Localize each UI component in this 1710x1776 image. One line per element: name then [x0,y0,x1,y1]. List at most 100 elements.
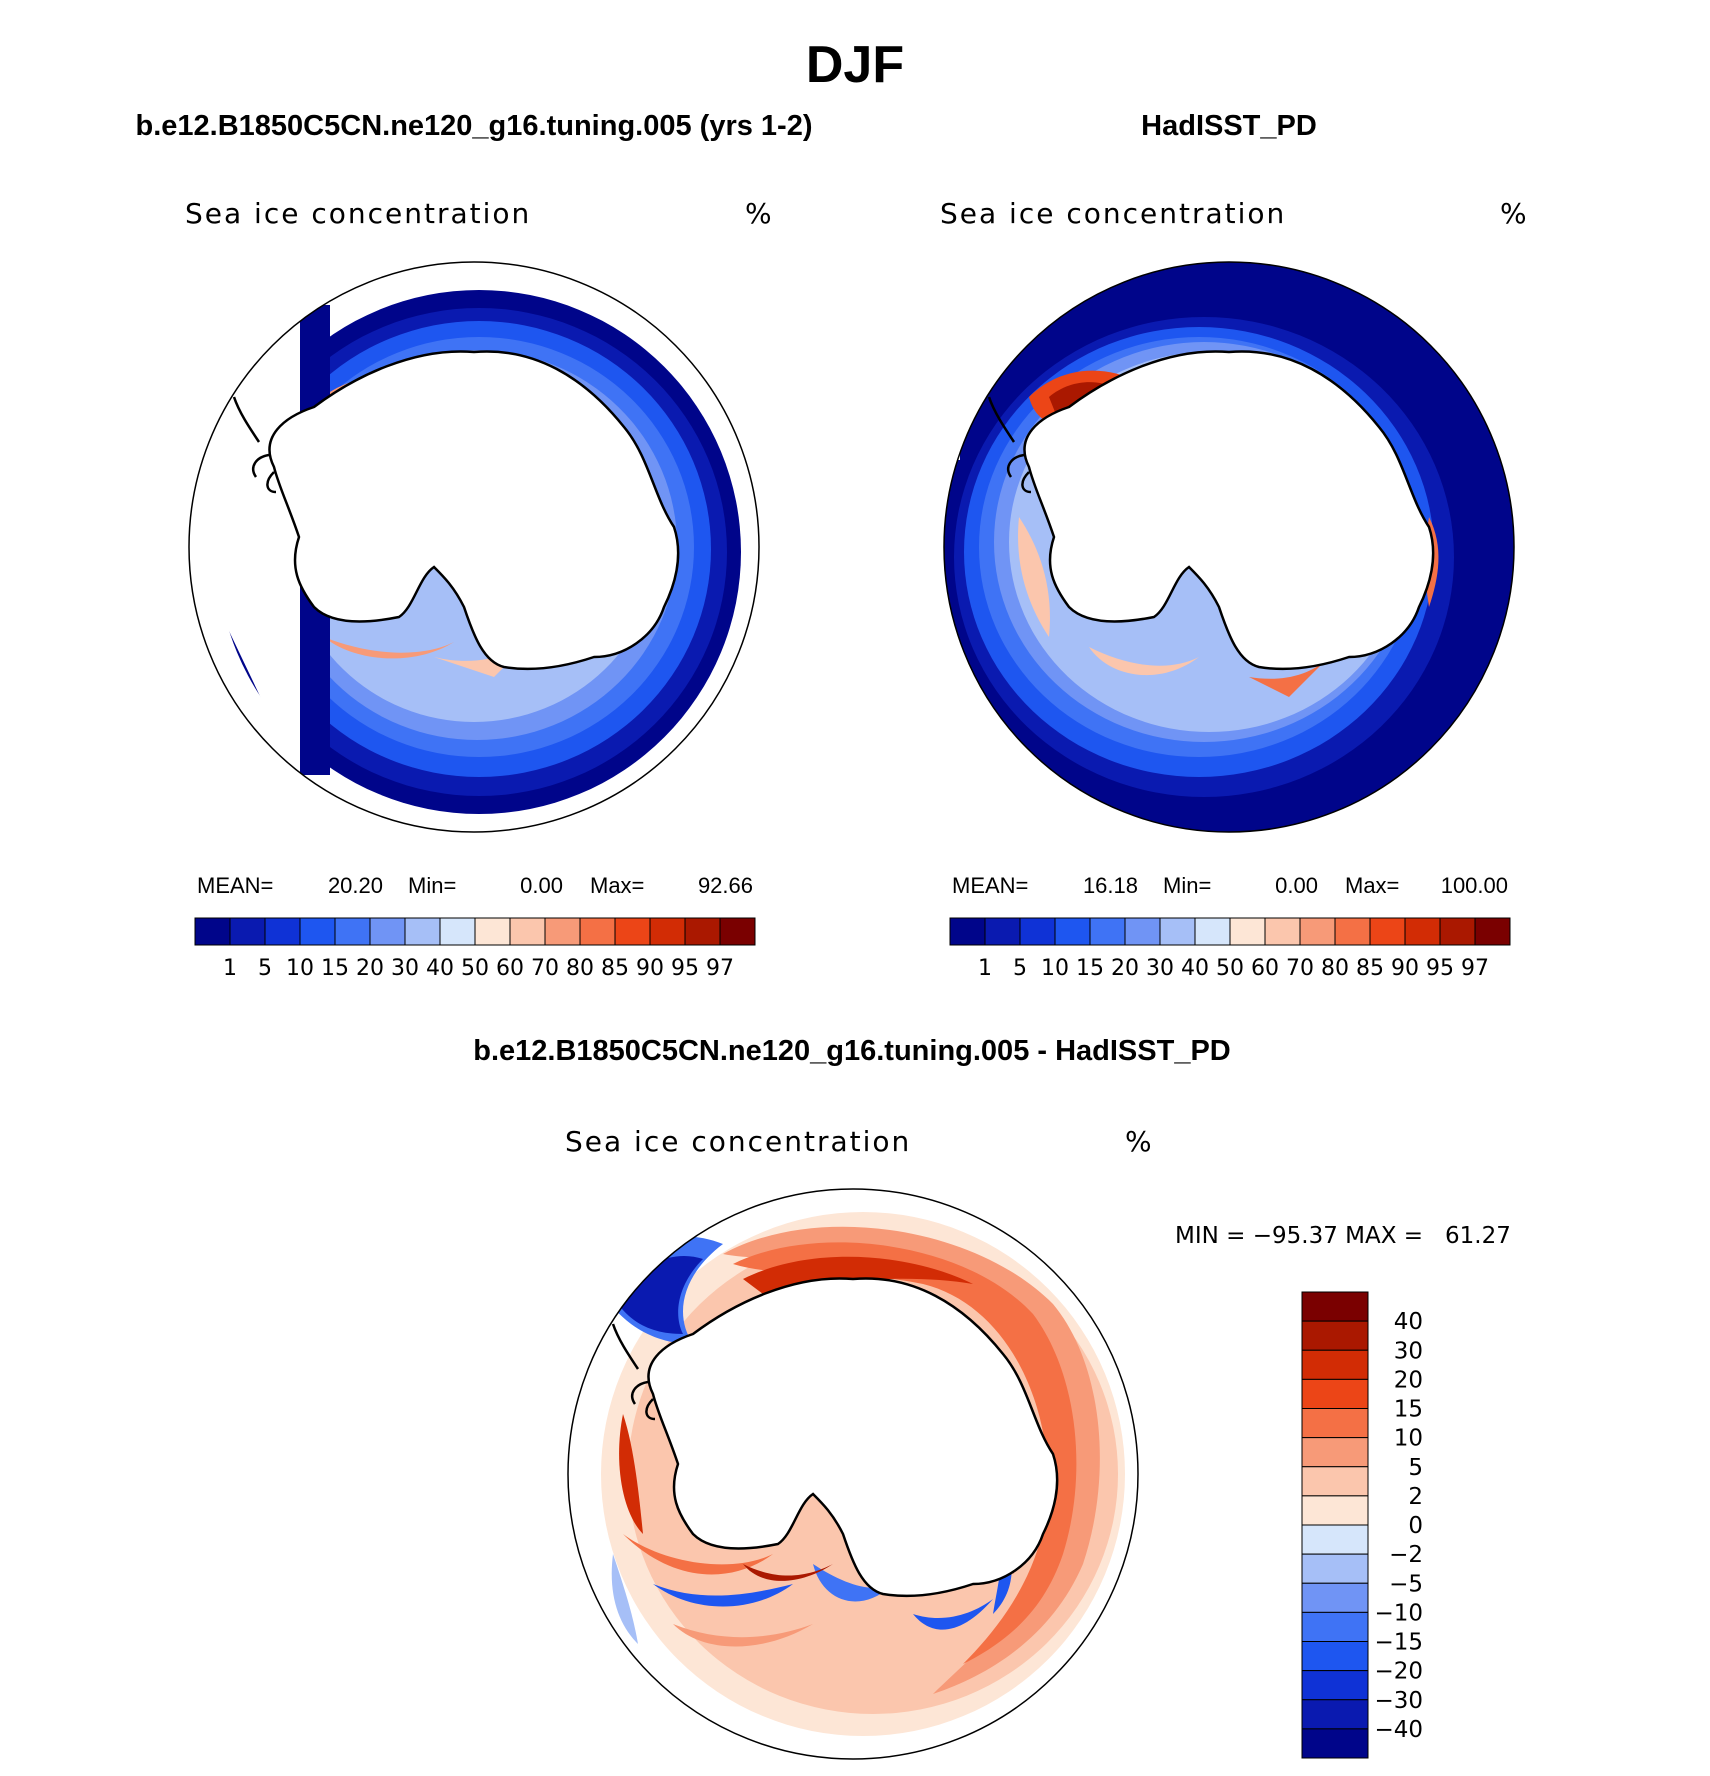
obs-colorbar-tick-label: 95 [1426,956,1454,981]
diff-colorbar-tick-label: −15 [1374,1630,1423,1656]
diff-colorbar-tick-label: 30 [1394,1338,1423,1364]
diff-colorbar-tick-label: 2 [1408,1484,1423,1510]
obs-case-title: HadISST_PD [1141,110,1317,142]
model-colorbar-swatch [334,917,371,946]
obs-colorbar-tick-label: 97 [1461,956,1489,981]
model-colorbar-tick-label: 90 [636,956,664,981]
diff-colorbar-swatch [1301,1495,1369,1526]
obs-max-label: Max= [1345,873,1399,898]
model-case-title: b.e12.B1850C5CN.ne120_g16.tuning.005 (yr… [136,110,813,142]
obs-colorbar-tick-label: 40 [1181,956,1209,981]
obs-min-label: Min= [1163,873,1211,898]
model-units-label: % [745,197,772,230]
model-colorbar-swatch [579,917,616,946]
obs-colorbar-tick-label: 15 [1076,956,1104,981]
obs-mean-label: MEAN= [952,873,1028,898]
model-colorbar-swatch [194,917,231,946]
model-colorbar: 1 5 10 15 20 30 40 50 60 70 80 85 90 95 97 [194,917,756,981]
model-max-label: Max= [590,873,644,898]
model-colorbar-tick-label: 60 [496,956,524,981]
model-colorbar-swatch [719,917,756,946]
obs-colorbar-swatch [1474,917,1511,946]
obs-colorbar: 1 5 10 15 20 30 40 50 60 70 80 85 90 95 97 [949,917,1511,981]
panel-obs: HadISST_PD Sea ice concentration % [940,110,1527,981]
model-colorbar-tick-label: 5 [258,956,272,981]
obs-colorbar-swatch [949,917,986,946]
diff-colorbar-swatch [1301,1466,1369,1497]
diff-colorbar-swatch [1301,1582,1369,1613]
model-stats: MEAN= 20.20 Min= 0.00 Max= 92.66 [197,873,753,898]
diff-colorbar-tick-label: 10 [1394,1426,1423,1452]
diff-colorbar-swatch [1301,1699,1369,1730]
diff-colorbar-tick-label: −5 [1389,1571,1423,1597]
obs-colorbar-tick-label: 85 [1356,956,1384,981]
obs-colorbar-swatch [1404,917,1441,946]
model-colorbar-tick-label: 40 [426,956,454,981]
diff-colorbar-tick-label: −10 [1374,1600,1423,1626]
diff-colorbar-tick-label: −20 [1374,1659,1423,1685]
diff-colorbar-tick-label: −30 [1374,1688,1423,1714]
obs-colorbar-tick-label: 20 [1111,956,1139,981]
model-mean-label: MEAN= [197,873,273,898]
model-colorbar-tick-label: 95 [671,956,699,981]
diff-colorbar-swatch [1301,1408,1369,1439]
obs-colorbar-swatch [1439,917,1476,946]
obs-units-label: % [1500,197,1527,230]
obs-colorbar-tick-label: 1 [978,956,992,981]
model-colorbar-swatch [299,917,336,946]
obs-colorbar-tick-label: 60 [1251,956,1279,981]
model-colorbar-swatch [614,917,651,946]
obs-colorbar-swatch [1369,917,1406,946]
model-colorbar-swatch [649,917,686,946]
diff-colorbar-swatch [1301,1641,1369,1672]
obs-min-value: 0.00 [1275,873,1318,898]
model-colorbar-tick-label: 50 [461,956,489,981]
diff-colorbar-swatch [1301,1437,1369,1468]
model-variable-label: Sea ice concentration [185,197,531,230]
obs-colorbar-swatch [1194,917,1231,946]
diff-colorbar-swatch [1301,1378,1369,1409]
model-colorbar-swatch [544,917,581,946]
obs-colorbar-tick-label: 10 [1041,956,1069,981]
obs-colorbar-tick-label: 80 [1321,956,1349,981]
diff-colorbar-tick-label: 5 [1408,1455,1423,1481]
model-colorbar-swatch [369,917,406,946]
model-colorbar-swatch [684,917,721,946]
diff-colorbar-swatch [1301,1553,1369,1584]
obs-colorbar-swatch [1124,917,1161,946]
diff-colorbar-tick-label: 0 [1408,1513,1423,1539]
model-colorbar-swatch [264,917,301,946]
model-min-value: 0.00 [520,873,563,898]
obs-max-value: 100.00 [1441,873,1508,898]
obs-colorbar-tick-label: 90 [1391,956,1419,981]
model-colorbar-tick-label: 30 [391,956,419,981]
obs-colorbar-swatch [984,917,1021,946]
season-title: DJF [806,36,904,94]
diff-units-label: % [1125,1125,1152,1158]
diff-colorbar-tick-label: 15 [1394,1397,1423,1423]
model-colorbar-swatch [439,917,476,946]
model-max-value: 92.66 [698,873,753,898]
obs-colorbar-swatch [1264,917,1301,946]
model-colorbar-tick-label: 70 [531,956,559,981]
obs-mean-value: 16.18 [1083,873,1138,898]
diff-variable-label: Sea ice concentration [565,1125,911,1158]
model-mean-value: 20.20 [328,873,383,898]
model-colorbar-tick-label: 80 [566,956,594,981]
diff-colorbar-swatch [1301,1320,1369,1351]
diff-colorbar-swatch [1301,1728,1369,1759]
diff-colorbar-swatch [1301,1670,1369,1701]
obs-colorbar-swatch [1019,917,1056,946]
obs-colorbar-swatch [1054,917,1091,946]
diff-colorbar-swatch [1301,1524,1369,1555]
model-colorbar-swatch [404,917,441,946]
diff-minmax-label: MIN = −95.37 MAX = 61.27 [1175,1223,1511,1249]
obs-colorbar-swatch [1089,917,1126,946]
model-colorbar-swatch [474,917,511,946]
obs-colorbar-swatch [1159,917,1196,946]
model-colorbar-tick-label: 1 [223,956,237,981]
obs-colorbar-swatch [1334,917,1371,946]
model-colorbar-tick-label: 15 [321,956,349,981]
